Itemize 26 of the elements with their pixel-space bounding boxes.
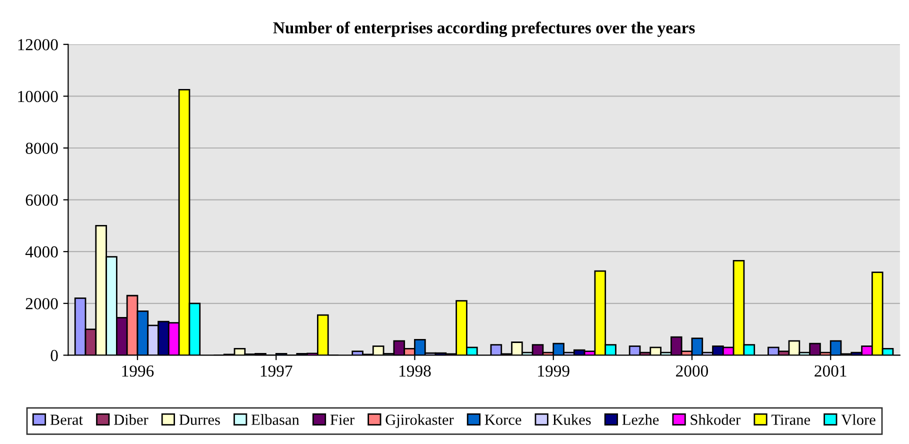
legend-label: Vlore [841,414,876,426]
x-tick-label: 2000 [676,365,708,377]
x-tick-label: 1996 [122,365,154,377]
x-tick-label: 1999 [538,365,570,377]
legend-label: Gjirokaster [386,414,454,428]
legend-label: Shkoder [690,414,741,425]
legend-label: Korce [484,414,522,425]
legend-label: Diber [114,414,148,425]
legend-label: Elbasan [251,414,300,425]
y-tick-label: 8000 [26,142,58,154]
legend-label: Durres [179,414,220,425]
y-tick-label: 12000 [18,39,58,50]
y-tick-label: 2000 [26,298,58,310]
legend-label: Lezhe [622,414,659,425]
y-tick-label: 4000 [25,246,58,258]
legend-label: Berat [50,414,83,425]
y-tick-label: 0 [50,350,58,362]
x-tick-label: 1997 [260,365,292,377]
y-tick-label: 10000 [18,90,58,102]
legend-label: Fier [330,414,354,425]
legend-label: Kukes [552,414,591,425]
legend-label: Tirane [771,414,810,425]
x-tick-label: 2001 [814,365,846,377]
x-tick-label: 1998 [400,365,431,377]
chart-title: Number of enterprises according prefectures over the years [273,22,695,37]
y-tick-label: 6000 [26,194,58,206]
